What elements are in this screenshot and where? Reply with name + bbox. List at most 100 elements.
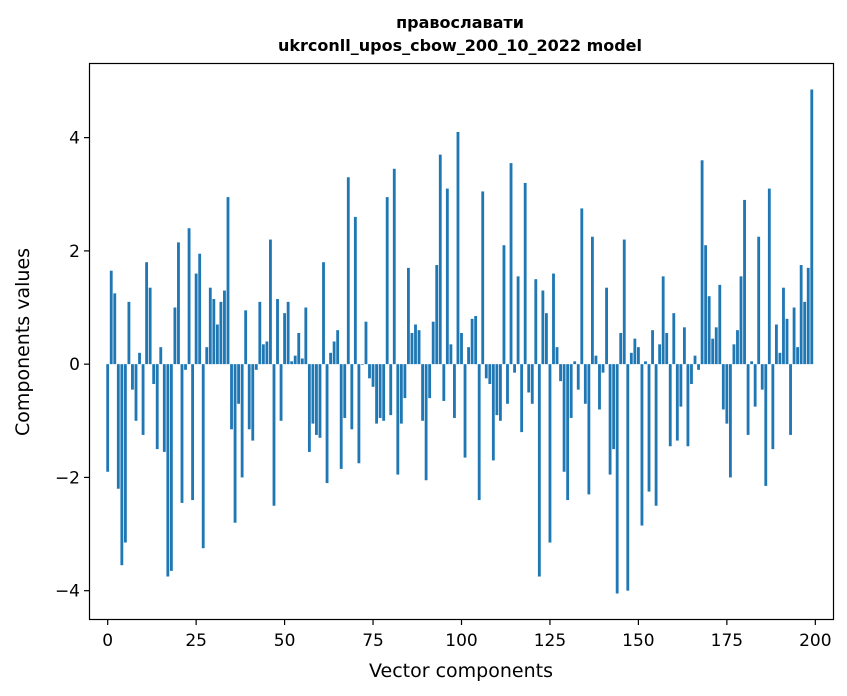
bar-component-174 — [721, 364, 725, 410]
bar-component-106 — [481, 191, 485, 365]
bar-component-38 — [240, 364, 244, 478]
bar-component-152 — [644, 361, 647, 365]
bar-component-108 — [488, 364, 492, 384]
bar-component-196 — [799, 265, 803, 365]
bar-component-68 — [346, 177, 350, 365]
bar-component-159 — [668, 364, 672, 447]
bar-component-87 — [414, 324, 417, 365]
bar-component-77 — [378, 364, 382, 418]
bar-component-122 — [537, 364, 541, 577]
bar-component-63 — [329, 352, 333, 365]
bar-component-4 — [120, 364, 124, 566]
bar-component-170 — [707, 296, 711, 365]
x-tick-label-0: 0 — [102, 631, 113, 651]
bar-component-114 — [509, 163, 513, 365]
bar-component-129 — [562, 364, 566, 472]
bar-component-135 — [583, 364, 587, 404]
bar-component-99 — [456, 131, 460, 365]
x-tick-label-25: 25 — [185, 631, 207, 651]
bar-component-164 — [686, 364, 690, 447]
bar-component-46 — [269, 239, 272, 365]
bar-component-61 — [322, 262, 325, 365]
bar-component-130 — [566, 364, 570, 501]
bar-component-173 — [718, 284, 722, 365]
bar-component-185 — [760, 364, 764, 390]
bar-component-20 — [177, 242, 180, 365]
bar-component-103 — [470, 318, 474, 365]
bar-component-188 — [771, 364, 775, 450]
x-tick-label-200: 200 — [799, 631, 831, 651]
bar-component-12 — [148, 287, 152, 365]
bar-component-6 — [127, 301, 131, 365]
bar-component-76 — [375, 364, 378, 424]
bar-component-43 — [258, 301, 262, 365]
bar-component-126 — [552, 273, 555, 365]
bar-component-29 — [208, 287, 212, 365]
chart-title-line-1: православати — [396, 13, 524, 32]
bar-component-59 — [315, 364, 318, 435]
bar-component-16 — [162, 364, 166, 452]
bar-component-62 — [325, 364, 329, 484]
bar-component-79 — [385, 197, 389, 365]
bar-component-198 — [806, 267, 810, 365]
bar-component-45 — [265, 341, 269, 365]
bar-component-88 — [417, 330, 421, 365]
bar-component-137 — [590, 236, 594, 365]
bar-component-133 — [576, 364, 580, 390]
bar-component-197 — [803, 301, 807, 365]
bar-component-40 — [247, 364, 251, 430]
bar-component-192 — [785, 318, 789, 365]
bar-component-190 — [778, 352, 782, 365]
bar-component-189 — [774, 324, 778, 365]
bar-component-37 — [237, 364, 241, 404]
bar-component-18 — [169, 364, 173, 571]
bar-component-179 — [739, 276, 743, 365]
x-tick-label-175: 175 — [711, 631, 743, 651]
chart-title-line-2: ukrconll_upos_cbow_200_10_2022 model — [278, 36, 642, 55]
bar-component-191 — [782, 287, 785, 365]
bar-component-96 — [445, 188, 449, 365]
bar-component-115 — [513, 364, 516, 373]
bar-component-26 — [198, 253, 202, 365]
y-axis-ticks: −4 −2 0 2 4 — [55, 129, 90, 602]
bar-component-0 — [106, 364, 110, 472]
bar-component-176 — [728, 364, 732, 478]
bar-component-55 — [300, 358, 304, 365]
bar-component-178 — [736, 330, 739, 365]
x-axis-ticks: 0 25 50 75 100 125 150 175 200 — [102, 619, 832, 651]
bar-component-145 — [619, 333, 623, 365]
bar-component-75 — [371, 364, 375, 387]
bar-component-81 — [392, 168, 396, 365]
bar-component-78 — [382, 364, 386, 421]
bar-component-22 — [184, 364, 187, 370]
bar-component-48 — [276, 299, 279, 365]
bar-component-64 — [332, 341, 336, 365]
bar-component-141 — [605, 287, 608, 365]
bar-component-139 — [598, 364, 601, 410]
bar-component-195 — [796, 347, 800, 365]
bar-component-162 — [679, 364, 683, 407]
bar-component-167 — [697, 364, 700, 370]
bar-component-153 — [647, 364, 651, 492]
x-tick-label-50: 50 — [274, 631, 296, 651]
bar-component-25 — [194, 273, 198, 365]
bar-component-17 — [166, 364, 170, 577]
bar-component-41 — [251, 364, 255, 441]
bar-component-19 — [173, 307, 177, 365]
bar-component-117 — [520, 364, 524, 433]
y-tick-label-2: 2 — [69, 242, 80, 262]
bar-component-150 — [636, 347, 640, 365]
bar-component-70 — [353, 216, 357, 365]
bar-component-57 — [307, 364, 311, 452]
bar-component-94 — [438, 154, 442, 365]
bar-component-92 — [431, 321, 435, 365]
bar-component-157 — [661, 276, 665, 365]
bar-component-42 — [254, 364, 258, 370]
bar-component-52 — [290, 361, 294, 365]
bar-component-47 — [272, 364, 276, 506]
bar-component-102 — [467, 347, 470, 365]
bar-component-30 — [212, 299, 216, 365]
bar-component-151 — [640, 364, 644, 526]
bar-component-101 — [463, 364, 467, 458]
bar-component-131 — [569, 364, 573, 418]
